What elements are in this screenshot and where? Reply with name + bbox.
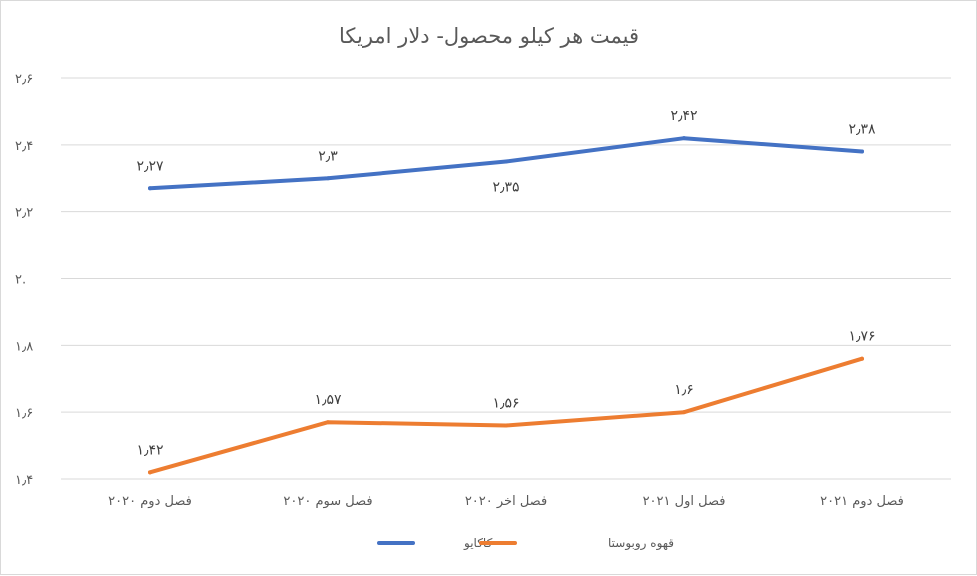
- data-label: ۱٫۵۷: [314, 392, 342, 408]
- x-tick-label: فصل اخر ۲۰۲۰: [465, 494, 547, 509]
- x-tick-label: فصل دوم ۲۰۲۰: [108, 494, 192, 509]
- y-tick-label: ۱٫۶: [15, 406, 33, 421]
- data-label: ۲٫۳: [318, 148, 338, 164]
- y-tick-label: ۲٫۶: [15, 72, 33, 87]
- data-label: ۲٫۴۲: [670, 108, 697, 124]
- data-point: [326, 420, 330, 425]
- data-label: ۱٫۷۶: [848, 329, 875, 345]
- data-point: [504, 423, 508, 428]
- data-point: [682, 410, 686, 415]
- data-point: [860, 356, 864, 361]
- data-label: ۲٫۳۵: [492, 180, 519, 196]
- y-tick-label: ۱٫۴: [15, 473, 33, 488]
- y-tick-label: ۲٫۴: [15, 139, 33, 154]
- data-point: [860, 149, 864, 154]
- data-label: ۲٫۳۸: [848, 122, 876, 138]
- gridlines: [61, 77, 951, 480]
- data-labels: ۲٫۲۷ ۲٫۳ ۲٫۳۵ ۲٫۴۲ ۲٫۳۸ ۱٫۴۲ ۱٫۵۷ ۱٫۵۶ ۱٫۶ ۱٫۷۶: [136, 108, 876, 458]
- y-tick-label: ۲٫۲: [15, 206, 33, 221]
- y-tick-label: ۱٫۸: [15, 339, 33, 354]
- data-label: ۱٫۴۲: [136, 442, 163, 458]
- data-label: ۲٫۲۷: [136, 158, 164, 174]
- chart-title: قیمت هر کیلو محصول- دلار امریکا: [339, 24, 639, 48]
- data-point: [326, 176, 330, 181]
- x-axis-ticks: فصل دوم ۲۰۲۰ فصل سوم ۲۰۲۰ فصل اخر ۲۰۲۰ فصل …: [108, 494, 904, 509]
- data-point: [682, 136, 686, 141]
- series-lines: [148, 136, 864, 475]
- data-point: [148, 470, 152, 475]
- data-label: ۱٫۶: [674, 382, 694, 398]
- legend-label: کاکایو: [463, 536, 493, 551]
- series-line: [148, 356, 864, 475]
- data-point: [148, 186, 152, 191]
- x-tick-label: فصل سوم ۲۰۲۰: [283, 494, 372, 509]
- x-tick-label: فصل اول ۲۰۲۱: [643, 494, 726, 509]
- y-tick-label: ۲.: [15, 273, 26, 288]
- data-label: ۱٫۵۶: [492, 396, 519, 412]
- legend-label: قهوه روبوستا: [608, 536, 674, 551]
- data-point: [504, 159, 508, 164]
- x-tick-label: فصل دوم ۲۰۲۱: [820, 494, 904, 509]
- y-axis-ticks: ۱٫۴ ۱٫۶ ۱٫۸ ۲. ۲٫۲ ۲٫۴ ۲٫۶: [15, 72, 33, 488]
- legend: کاکایو قهوه روبوستا: [377, 536, 674, 551]
